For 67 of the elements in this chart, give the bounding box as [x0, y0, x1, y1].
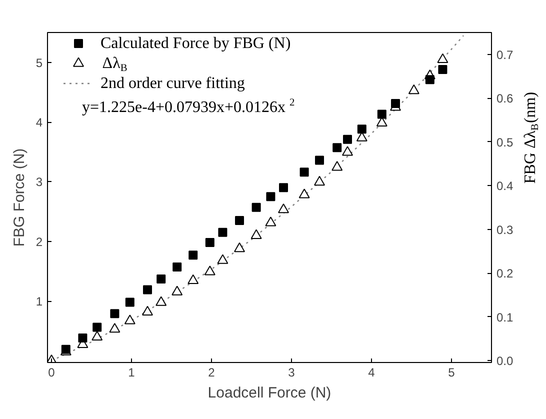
y2-tick-label: 0.5	[496, 135, 514, 150]
annotation: y=1.225e-4+0.07939x+0.0126x 2	[82, 97, 295, 116]
x-tick-label: 3	[288, 366, 296, 380]
point	[156, 296, 167, 306]
y2-tick-label: 0.0	[496, 354, 514, 368]
point	[314, 176, 325, 186]
point	[235, 216, 244, 225]
y-tick-label: 4	[36, 116, 43, 130]
x-tick-label: 2	[208, 366, 216, 380]
point	[205, 238, 214, 248]
point	[204, 266, 216, 276]
point	[357, 124, 366, 134]
y2-tick-label: 0.2	[496, 266, 514, 281]
point	[425, 75, 434, 84]
x-tick-label: 1	[128, 366, 136, 380]
y2-tick-label: 0.3	[496, 222, 514, 237]
point	[278, 203, 289, 214]
point	[92, 330, 103, 340]
point	[188, 274, 199, 284]
y2-tick-label: 0.1	[496, 310, 514, 324]
point	[391, 99, 400, 108]
x-tick-label: 5	[448, 366, 456, 380]
y2-tick-label: 0.6	[496, 92, 514, 106]
point	[437, 53, 448, 64]
point	[217, 254, 228, 264]
point	[125, 298, 134, 307]
point	[279, 183, 288, 192]
legend-label: Calculated Force by FBG (N)	[100, 35, 291, 52]
point	[124, 314, 136, 324]
point	[142, 306, 153, 316]
point	[300, 168, 309, 177]
point	[265, 216, 276, 226]
x-tick-label: 0	[48, 366, 56, 380]
point	[250, 229, 262, 239]
point	[332, 143, 342, 152]
point	[408, 84, 420, 94]
point	[266, 192, 276, 202]
y-tick-label: 2	[36, 234, 43, 249]
y-tick-label: 1	[36, 294, 43, 309]
point	[315, 156, 324, 165]
point	[343, 134, 352, 144]
y-axis-title: FBG Force (N)	[10, 148, 28, 247]
x-tick-label: 4	[368, 366, 376, 380]
y-tick-label: 3	[36, 175, 43, 190]
y2-tick-label: 0.4	[496, 179, 514, 194]
point	[332, 161, 343, 171]
point	[218, 228, 228, 237]
point	[172, 286, 183, 296]
point	[252, 202, 261, 212]
x-axis-title: Loadcell Force (N)	[208, 384, 332, 402]
point	[143, 285, 152, 294]
legend-label: 2nd order curve fitting	[100, 75, 245, 92]
point	[172, 262, 182, 272]
y2-axis-title: FBG ΔλB(nm)	[522, 92, 541, 184]
y2-tick-label: 0.7	[496, 48, 514, 62]
point	[438, 65, 448, 74]
point	[92, 322, 102, 332]
point	[298, 188, 310, 198]
y-tick-label: 5	[36, 56, 43, 70]
point	[109, 322, 120, 333]
point	[78, 334, 88, 343]
point	[342, 146, 353, 156]
point	[377, 110, 386, 119]
point	[156, 274, 166, 284]
point	[188, 250, 198, 260]
point	[110, 309, 120, 318]
point	[234, 242, 245, 252]
